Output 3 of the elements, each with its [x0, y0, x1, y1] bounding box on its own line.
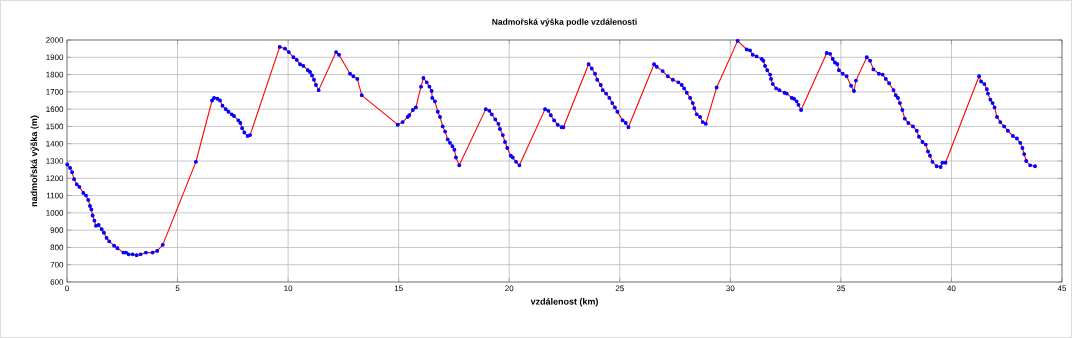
y-axis-title: nadmořská výška (m) — [30, 115, 39, 207]
chart-title: Nadmořská výška podle vzdálenosti — [492, 18, 637, 27]
x-axis-title: vzdálenost (km) — [530, 298, 598, 307]
